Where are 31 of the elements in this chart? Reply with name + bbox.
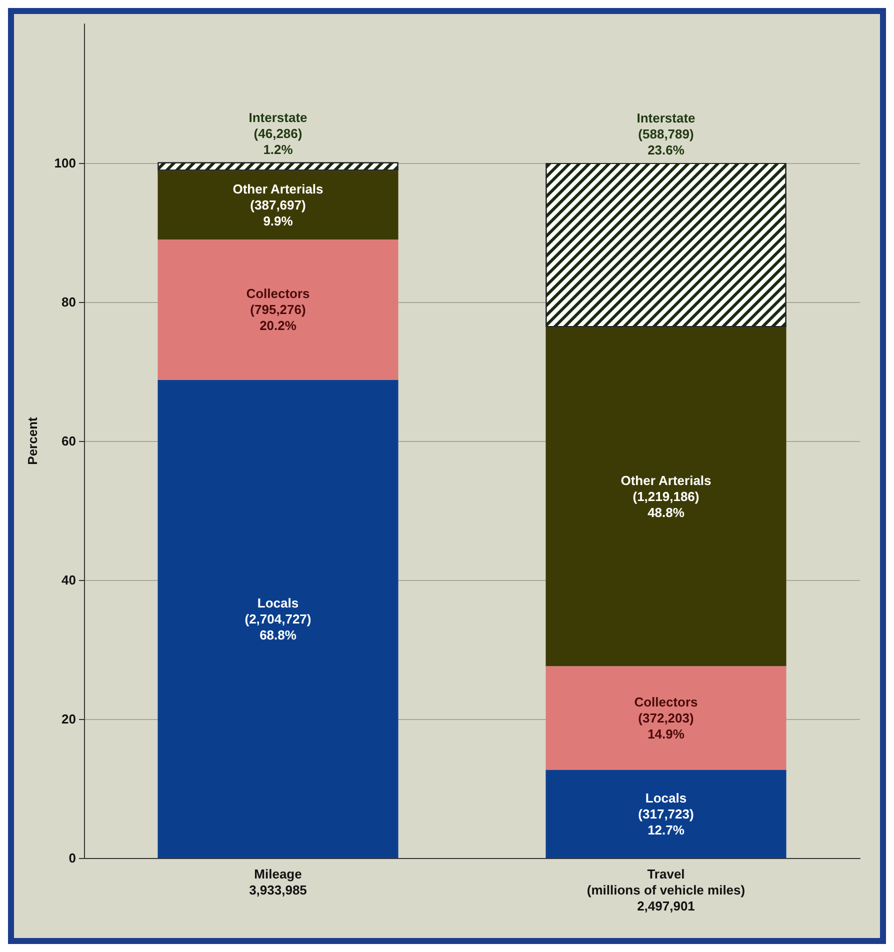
bar xyxy=(546,327,786,666)
data-label: (588,789) 23.6% xyxy=(638,126,694,158)
data-label: (1,219,186) 48.8% xyxy=(632,489,700,520)
series-label: Locals xyxy=(645,790,687,806)
y-tick-label: 0 xyxy=(68,850,76,866)
bar xyxy=(158,380,398,858)
data-label: (46,286) 1.2% xyxy=(254,126,302,157)
text: Interstate xyxy=(636,110,696,126)
text: Other Arterials xyxy=(620,473,712,488)
data-label: (317,723) 12.7% xyxy=(638,806,694,838)
data-label: (795,276) 20.2% xyxy=(250,302,306,334)
series-label: Collectors xyxy=(634,694,698,710)
text: Locals xyxy=(257,595,299,610)
text: Interstate xyxy=(248,110,308,125)
x-tick-label: Mileage 3,933,985 xyxy=(249,866,307,898)
bar xyxy=(546,770,786,858)
y-tick-label: 100 xyxy=(54,156,76,170)
x-tick-label: Travel (millions of vehicle miles) 2,497,901 xyxy=(586,866,746,914)
data-label: (387,697) 9.9% xyxy=(250,198,306,229)
y-tick-label: 80 xyxy=(62,294,76,310)
data-label: (2,704,727) 68.8% xyxy=(244,611,312,642)
data-label: (372,203) 14.9% xyxy=(638,710,694,742)
series-label: Other Arterials xyxy=(232,182,324,197)
y-axis-title: Percent xyxy=(25,416,40,465)
y-tick-label: 20 xyxy=(62,712,76,726)
y-tick-label: 60 xyxy=(62,434,76,448)
y-tick-label: 40 xyxy=(62,572,76,588)
bar xyxy=(158,239,398,380)
bar xyxy=(158,170,398,240)
text: Collectors xyxy=(246,286,310,302)
bar xyxy=(546,666,786,770)
